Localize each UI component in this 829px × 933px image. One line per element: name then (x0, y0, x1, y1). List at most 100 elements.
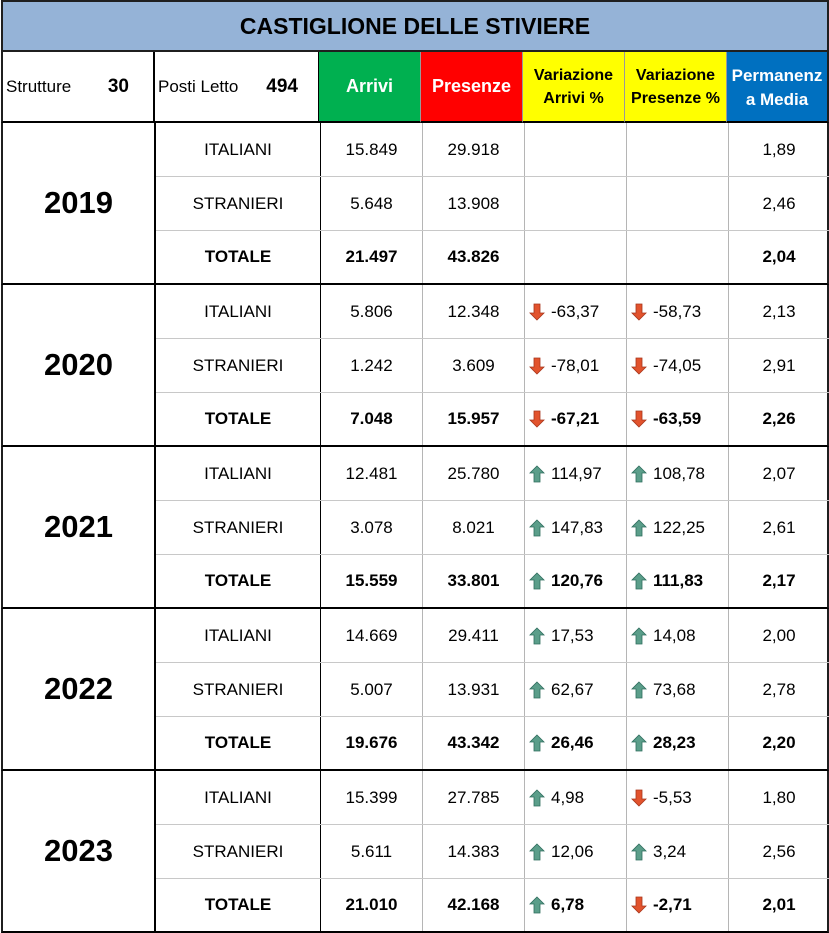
strutture-header: Strutture 30 (1, 52, 155, 123)
variazione-presenze-value: -74,05 (653, 355, 702, 375)
table-row: TOTALE 15.559 33.801 120,76 111,83 2,17 (156, 555, 829, 607)
variazione-arrivi-value: 62,67 (551, 679, 594, 699)
variazione-presenze-value: 111,83 (653, 571, 704, 590)
year-group-2022: 2022 ITALIANI 14.669 29.411 17,53 14,08 2,00 ST… (1, 609, 829, 771)
variazione-presenze-value: -2,71 (653, 895, 692, 914)
variazione-arrivi-cell: -78,01 (525, 339, 627, 392)
presenze-cell: 14.383 (423, 825, 525, 878)
row-type: TOTALE (156, 393, 321, 445)
permanenza-cell: 2,61 (762, 517, 796, 537)
arrow-up-icon (529, 842, 551, 861)
table-row: TOTALE 21.010 42.168 6,78 -2,71 2,01 (156, 879, 829, 931)
permanenza-line1: Permanenz (731, 66, 823, 85)
variazione-arrivi-cell: 62,67 (525, 663, 627, 716)
variazione-arrivi-value: 120,76 (551, 571, 603, 590)
arrivi-cell: 5.806 (321, 285, 423, 338)
variazione-arrivi-value: -63,37 (551, 301, 600, 321)
permanenza-line2: a Media (745, 90, 809, 109)
variazione-arrivi-cell (525, 123, 627, 176)
row-type: ITALIANI (156, 771, 321, 824)
row-type: TOTALE (156, 231, 321, 283)
arrow-up-icon (631, 572, 653, 590)
year-group-2023: 2023 ITALIANI 15.399 27.785 4,98 -5,53 1,80 STR… (1, 771, 829, 933)
table-row: ITALIANI 14.669 29.411 17,53 14,08 2,00 (156, 609, 829, 663)
variazione-arrivi-value: 17,53 (551, 625, 594, 645)
variazione-presenze-line1: Variazione (635, 66, 716, 84)
permanenza-cell: 2,20 (762, 733, 796, 752)
table-row: ITALIANI 5.806 12.348 -63,37 -58,73 2,13 (156, 285, 829, 339)
table-row: STRANIERI 3.078 8.021 147,83 122,25 2,61 (156, 501, 829, 555)
arrow-up-icon (631, 518, 653, 537)
arrow-up-icon (631, 626, 653, 645)
permanenza-cell: 2,78 (762, 679, 796, 699)
strutture-label: Strutture (6, 76, 72, 96)
arrow-up-icon (529, 464, 551, 483)
variazione-arrivi-cell: 147,83 (525, 501, 627, 554)
row-type: STRANIERI (156, 177, 321, 230)
permanenza-cell: 2,26 (762, 409, 796, 428)
presenze-cell: 29.918 (423, 123, 525, 176)
strutture-value: 30 (107, 75, 129, 97)
arrivi-cell: 5.611 (321, 825, 423, 878)
arrow-up-icon (631, 464, 653, 483)
arrow-up-icon (529, 572, 551, 590)
variazione-arrivi-value: 12,06 (551, 841, 594, 861)
row-type: ITALIANI (156, 285, 321, 338)
variazione-presenze-cell (627, 177, 729, 230)
variazione-arrivi-cell: 17,53 (525, 609, 627, 662)
year-label: 2021 (3, 447, 156, 607)
table-row: ITALIANI 15.849 29.918 1,89 (156, 123, 829, 177)
variazione-arrivi-value: -78,01 (551, 355, 600, 375)
variazione-presenze-value: -5,53 (653, 787, 692, 807)
presenze-cell: 33.801 (423, 555, 525, 607)
table-row: ITALIANI 12.481 25.780 114,97 108,78 2,07 (156, 447, 829, 501)
arrivi-cell: 5.007 (321, 663, 423, 716)
row-type: ITALIANI (156, 123, 321, 176)
permanenza-cell: 2,17 (762, 571, 796, 590)
permanenza-cell: 1,89 (762, 139, 796, 159)
permanenza-cell: 2,00 (762, 625, 796, 645)
presenze-cell: 27.785 (423, 771, 525, 824)
arrow-up-icon (529, 518, 551, 537)
variazione-presenze-cell: 122,25 (627, 501, 729, 554)
row-type: TOTALE (156, 717, 321, 769)
variazione-presenze-value: 122,25 (653, 517, 705, 537)
table-row: STRANIERI 5.611 14.383 12,06 3,24 2,56 (156, 825, 829, 879)
row-type: ITALIANI (156, 447, 321, 500)
table-row: TOTALE 19.676 43.342 26,46 28,23 2,20 (156, 717, 829, 769)
arrivi-cell: 21.010 (321, 879, 423, 931)
variazione-arrivi-cell: -63,37 (525, 285, 627, 338)
variazione-presenze-cell: 73,68 (627, 663, 729, 716)
variazione-presenze-cell: 108,78 (627, 447, 729, 500)
permanenza-cell: 2,01 (762, 895, 796, 914)
variazione-presenze-value: -58,73 (653, 301, 702, 321)
variazione-presenze-value: 3,24 (653, 841, 687, 861)
arrow-down-icon (631, 789, 653, 807)
arrow-up-icon (631, 680, 653, 699)
variazione-presenze-value: 14,08 (653, 625, 696, 645)
presenze-cell: 12.348 (423, 285, 525, 338)
variazione-presenze-cell: 14,08 (627, 609, 729, 662)
variazione-arrivi-cell: 26,46 (525, 717, 627, 769)
variazione-presenze-cell: -63,59 (627, 393, 729, 445)
table-row: STRANIERI 1.242 3.609 -78,01 -74,05 2,91 (156, 339, 829, 393)
row-type: ITALIANI (156, 609, 321, 662)
posti-letto-label: Posti Letto (158, 76, 239, 96)
variazione-presenze-cell: -74,05 (627, 339, 729, 392)
arrow-up-icon (529, 680, 551, 699)
presenze-header: Presenze (421, 52, 523, 123)
variazione-presenze-cell: -5,53 (627, 771, 729, 824)
variazione-presenze-value: 108,78 (653, 463, 705, 483)
variazione-arrivi-cell (525, 177, 627, 230)
posti-letto-header: Posti Letto 494 (155, 52, 319, 123)
variazione-arrivi-value: -67,21 (551, 409, 600, 428)
arrivi-cell: 15.849 (321, 123, 423, 176)
arrow-down-icon (529, 303, 551, 321)
arrivi-cell: 19.676 (321, 717, 423, 769)
row-type: STRANIERI (156, 501, 321, 554)
presenze-cell: 13.931 (423, 663, 525, 716)
table-row: TOTALE 21.497 43.826 2,04 (156, 231, 829, 283)
variazione-presenze-value: 73,68 (653, 679, 696, 699)
year-group-2020: 2020 ITALIANI 5.806 12.348 -63,37 -58,73 2,13 S… (1, 285, 829, 447)
arrivi-cell: 12.481 (321, 447, 423, 500)
